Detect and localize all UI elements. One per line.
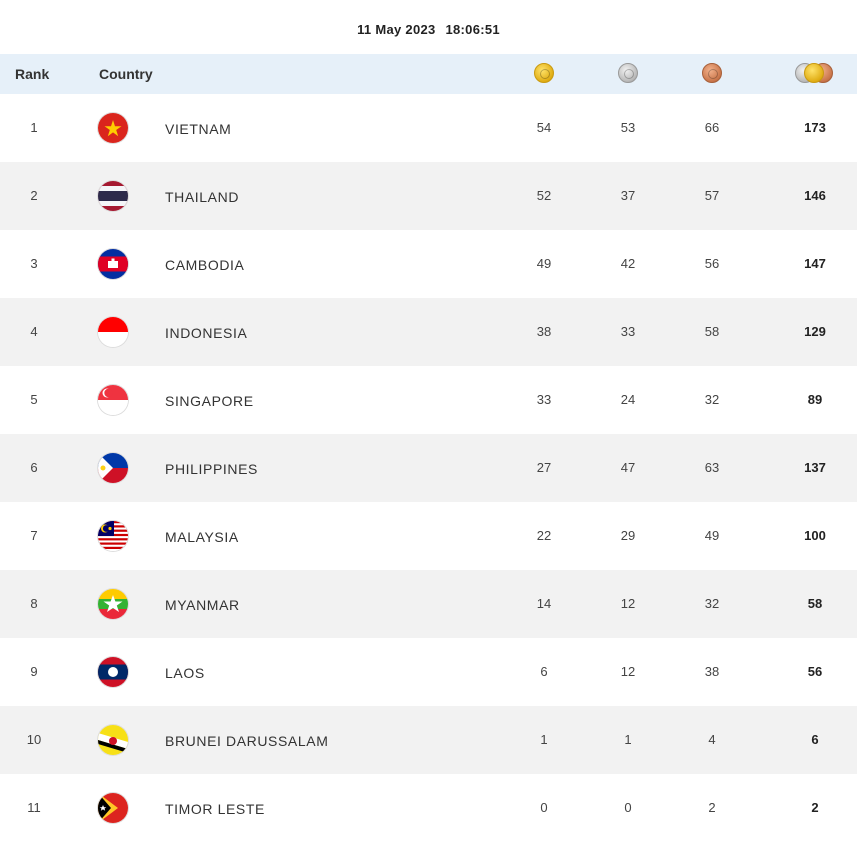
gold-count: 52	[536, 188, 552, 203]
silver-count: 12	[620, 596, 636, 611]
rank-cell: 3	[30, 256, 38, 271]
rank-cell: 11	[27, 800, 41, 815]
gold-count: 0	[540, 800, 548, 815]
bronze-count: 66	[704, 120, 720, 135]
total-count: 58	[807, 596, 823, 611]
bronze-count: 38	[704, 664, 720, 679]
total-count: 6	[811, 732, 819, 747]
rank-cell: 7	[30, 528, 38, 543]
country-name[interactable]: VIETNAM	[165, 121, 232, 137]
timestamp-date: 11 May 2023	[357, 22, 436, 37]
gold-count: 6	[540, 664, 548, 679]
bronze-count: 32	[704, 392, 720, 407]
brunei-flag-icon	[98, 725, 128, 755]
silver-count: 24	[620, 392, 636, 407]
table-row[interactable]: 5 SINGAPORE 33 24 32 89	[0, 366, 857, 434]
gold-count: 22	[536, 528, 552, 543]
malaysia-flag-icon	[98, 521, 128, 551]
medal-table-body: 1 VIETNAM 54 53 66 173 2 THAILAND 52 37 …	[0, 94, 857, 842]
indonesia-flag-icon	[98, 317, 128, 347]
country-name[interactable]: INDONESIA	[165, 325, 248, 341]
rank-cell: 2	[30, 188, 38, 203]
silver-count: 53	[620, 120, 636, 135]
gold-count: 38	[536, 324, 552, 339]
rank-cell: 8	[30, 596, 38, 611]
bronze-count: 49	[704, 528, 720, 543]
singapore-flag-icon	[98, 385, 128, 415]
table-row[interactable]: 8 MYANMAR 14 12 32 58	[0, 570, 857, 638]
silver-count: 12	[620, 664, 636, 679]
rank-cell: 1	[30, 120, 38, 135]
silver-count: 29	[620, 528, 636, 543]
total-count: 146	[804, 188, 826, 203]
silver-count: 1	[624, 732, 632, 747]
total-count: 129	[804, 324, 826, 339]
silver-count: 33	[620, 324, 636, 339]
table-row[interactable]: 1 VIETNAM 54 53 66 173	[0, 94, 857, 162]
bronze-count: 63	[704, 460, 720, 475]
bronze-count: 32	[704, 596, 720, 611]
gold-count: 33	[536, 392, 552, 407]
cambodia-flag-icon	[98, 249, 128, 279]
rank-cell: 5	[30, 392, 38, 407]
silver-count: 37	[620, 188, 636, 203]
vietnam-flag-icon	[98, 113, 128, 143]
country-name[interactable]: CAMBODIA	[165, 257, 245, 273]
country-name[interactable]: MALAYSIA	[165, 529, 239, 545]
table-row[interactable]: 3 CAMBODIA 49 42 56 147	[0, 230, 857, 298]
rank-cell: 4	[30, 324, 38, 339]
table-row[interactable]: 11 TIMOR LESTE 0 0 2 2	[0, 774, 857, 842]
gold-count: 1	[540, 732, 548, 747]
bronze-count: 2	[708, 800, 716, 815]
table-row[interactable]: 4 INDONESIA 38 33 58 129	[0, 298, 857, 366]
bronze-medal-icon[interactable]	[702, 63, 722, 83]
bronze-count: 56	[704, 256, 720, 271]
total-count: 173	[804, 120, 826, 135]
timor-leste-flag-icon	[98, 793, 128, 823]
gold-count: 14	[536, 596, 552, 611]
rank-cell: 10	[26, 732, 42, 747]
philippines-flag-icon	[98, 453, 128, 483]
country-name[interactable]: SINGAPORE	[165, 393, 254, 409]
table-row[interactable]: 2 THAILAND 52 37 57 146	[0, 162, 857, 230]
bronze-count: 58	[704, 324, 720, 339]
total-count: 147	[804, 256, 826, 271]
timestamp-time: 18:06:51	[445, 22, 500, 37]
total-count: 100	[804, 528, 826, 543]
timestamp: 11 May 2023 18:06:51	[0, 0, 857, 54]
bronze-count: 4	[708, 732, 716, 747]
table-header: Rank Country	[0, 54, 857, 94]
gold-count: 54	[536, 120, 552, 135]
silver-medal-icon[interactable]	[618, 63, 638, 83]
gold-count: 49	[536, 256, 552, 271]
laos-flag-icon	[98, 657, 128, 687]
table-row[interactable]: 6 PHILIPPINES 27 47 63 137	[0, 434, 857, 502]
total-count: 137	[804, 460, 826, 475]
myanmar-flag-icon	[98, 589, 128, 619]
thailand-flag-icon	[98, 181, 128, 211]
total-count: 2	[811, 800, 819, 815]
silver-count: 47	[620, 460, 636, 475]
country-name[interactable]: LAOS	[165, 665, 205, 681]
silver-count: 42	[620, 256, 636, 271]
table-row[interactable]: 10 BRUNEI DARUSSALAM 1 1 4 6	[0, 706, 857, 774]
silver-count: 0	[624, 800, 632, 815]
total-medals-icon[interactable]	[795, 63, 835, 85]
country-name[interactable]: BRUNEI DARUSSALAM	[165, 733, 329, 749]
table-row[interactable]: 7 MALAYSIA 22 29 49 100	[0, 502, 857, 570]
rank-cell: 6	[30, 460, 38, 475]
total-count: 89	[807, 392, 823, 407]
country-name[interactable]: TIMOR LESTE	[165, 801, 265, 817]
gold-medal-icon[interactable]	[534, 63, 554, 83]
country-column-header[interactable]: Country	[99, 66, 153, 82]
gold-count: 27	[536, 460, 552, 475]
rank-column-header[interactable]: Rank	[15, 66, 50, 82]
table-row[interactable]: 9 LAOS 6 12 38 56	[0, 638, 857, 706]
country-name[interactable]: PHILIPPINES	[165, 461, 258, 477]
bronze-count: 57	[704, 188, 720, 203]
rank-cell: 9	[30, 664, 38, 679]
total-count: 56	[807, 664, 823, 679]
country-name[interactable]: THAILAND	[165, 189, 240, 205]
country-name[interactable]: MYANMAR	[165, 597, 240, 613]
